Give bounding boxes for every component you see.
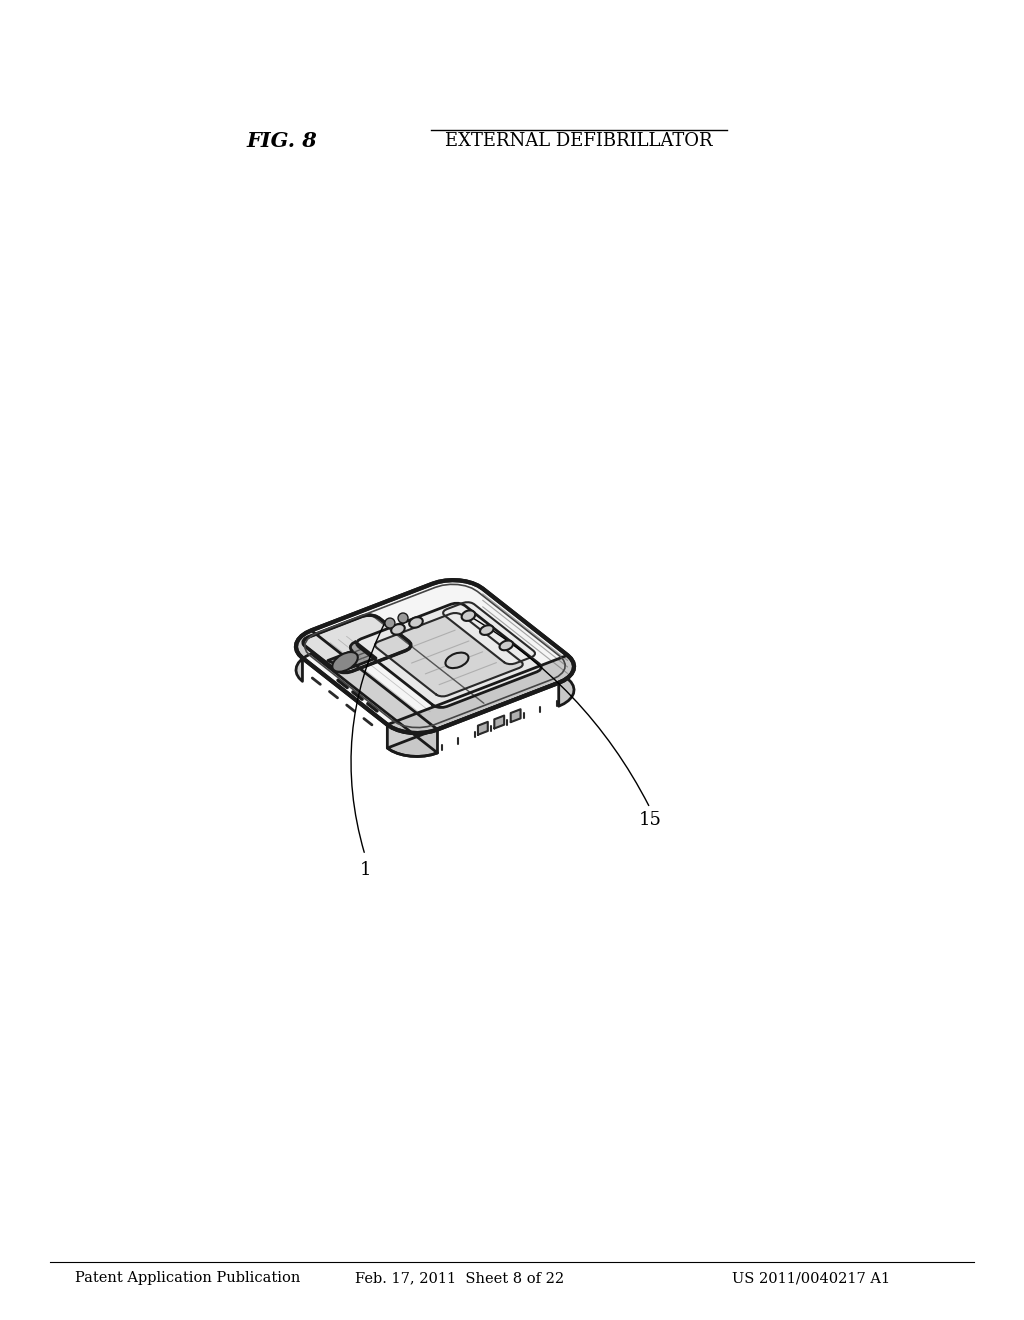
Text: US 2011/0040217 A1: US 2011/0040217 A1 <box>732 1271 890 1284</box>
Polygon shape <box>478 722 487 735</box>
Circle shape <box>385 618 395 628</box>
Polygon shape <box>328 642 376 668</box>
Ellipse shape <box>480 626 494 635</box>
Ellipse shape <box>391 624 404 635</box>
Ellipse shape <box>410 618 423 628</box>
Ellipse shape <box>462 610 475 620</box>
Text: Patent Application Publication: Patent Application Publication <box>75 1271 300 1284</box>
Polygon shape <box>296 579 574 733</box>
Text: FIG. 8: FIG. 8 <box>246 131 317 152</box>
Ellipse shape <box>445 652 469 668</box>
Text: 15: 15 <box>639 810 662 829</box>
Circle shape <box>398 612 408 623</box>
Polygon shape <box>511 709 520 722</box>
Ellipse shape <box>332 652 357 672</box>
Text: Feb. 17, 2011  Sheet 8 of 22: Feb. 17, 2011 Sheet 8 of 22 <box>355 1271 564 1284</box>
Polygon shape <box>375 612 522 697</box>
Ellipse shape <box>500 640 513 651</box>
Polygon shape <box>443 602 535 664</box>
Polygon shape <box>495 715 504 729</box>
Polygon shape <box>303 615 411 672</box>
Polygon shape <box>296 631 437 756</box>
Text: 1: 1 <box>359 861 371 879</box>
Polygon shape <box>387 655 574 756</box>
Text: EXTERNAL DEFIBRILLATOR: EXTERNAL DEFIBRILLATOR <box>444 132 713 150</box>
Polygon shape <box>356 603 541 708</box>
